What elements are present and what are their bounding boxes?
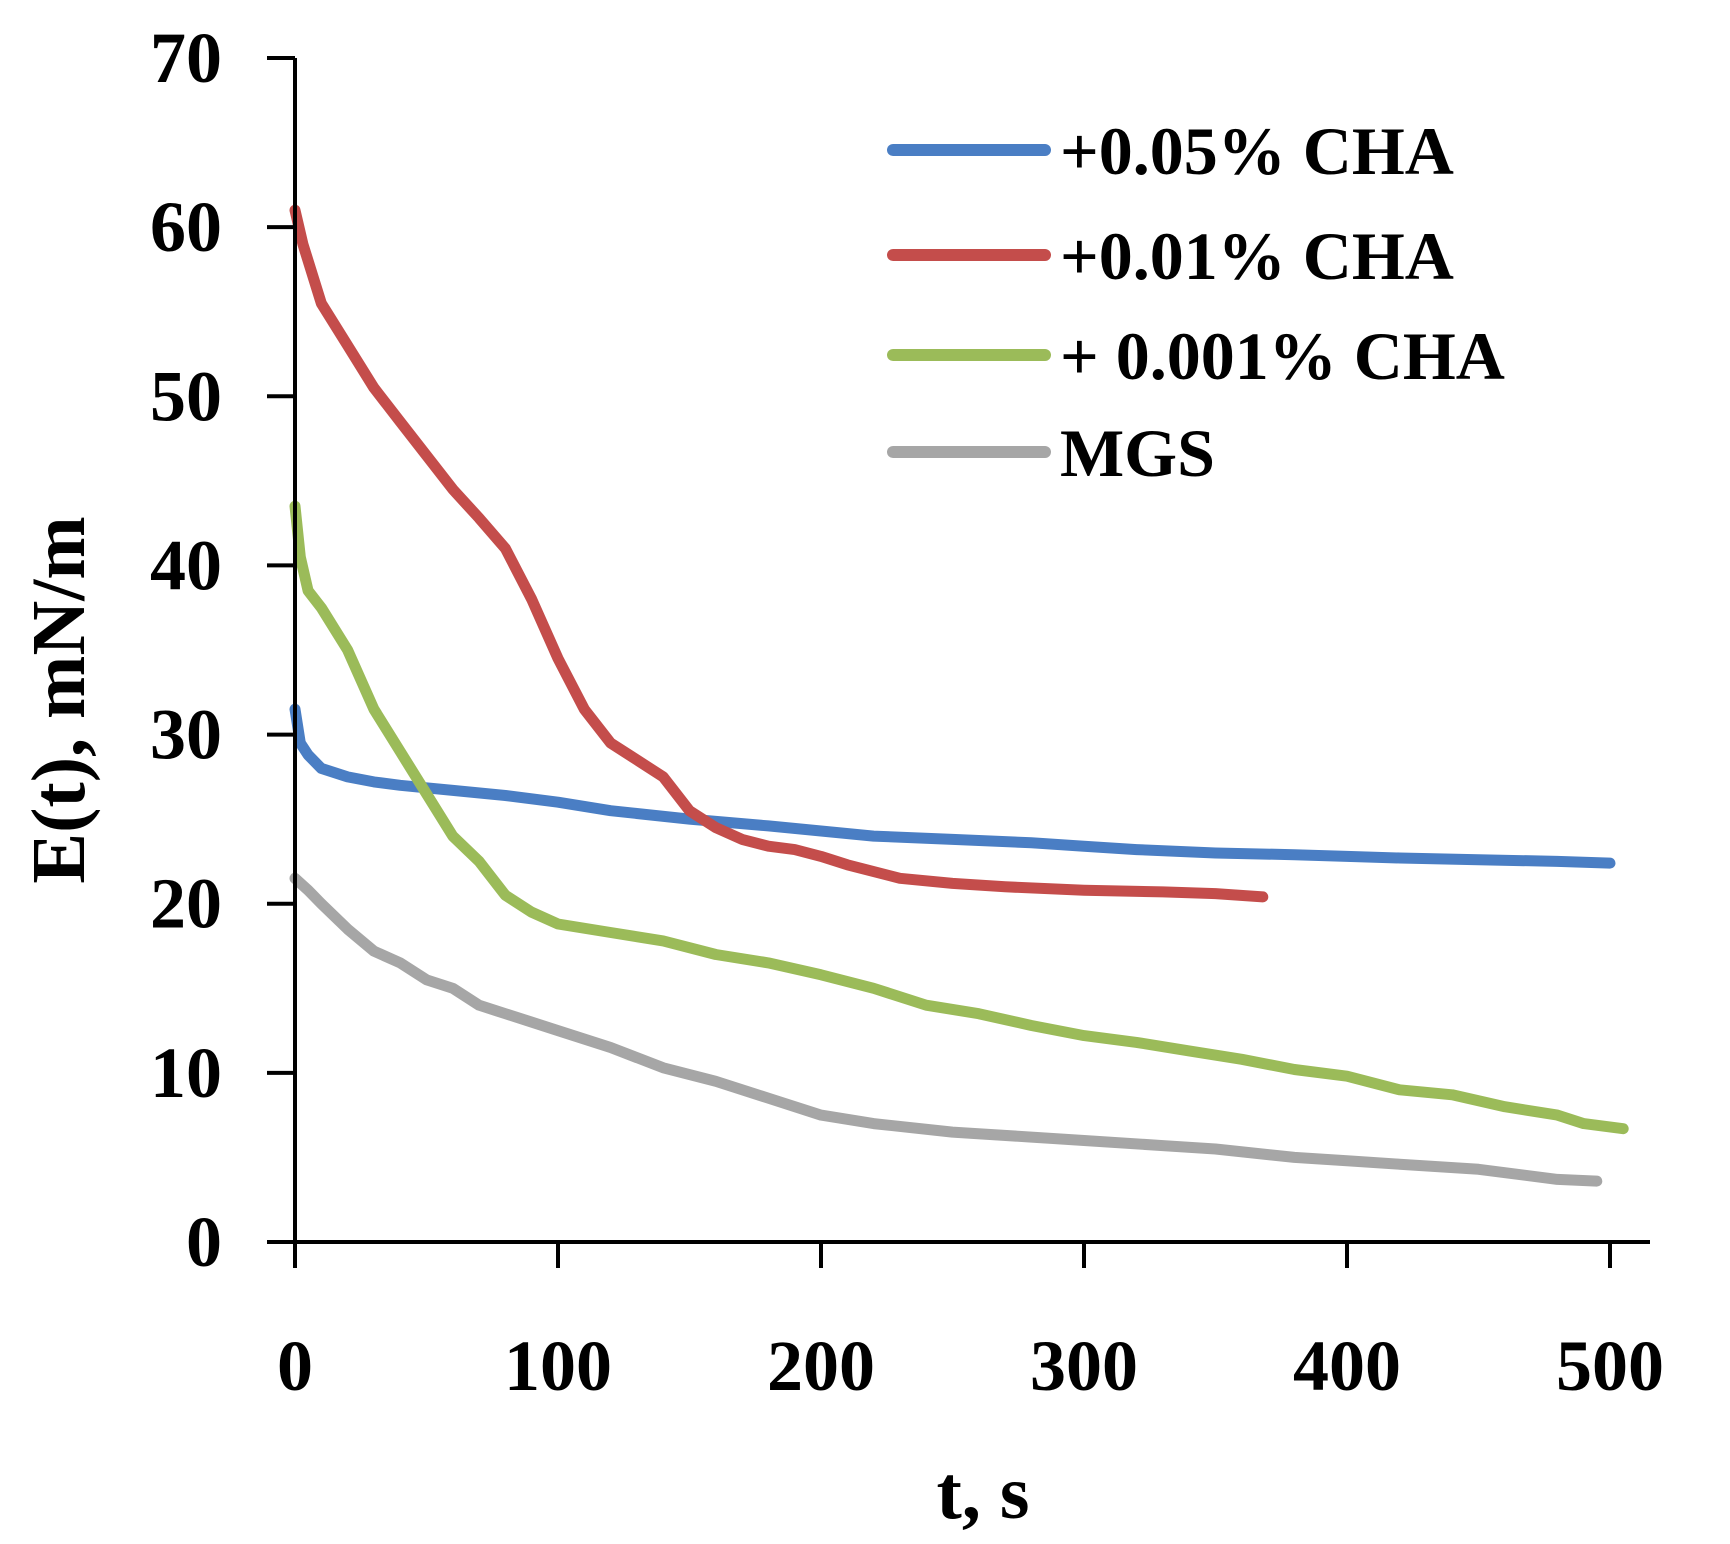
- x-tick-label: 500: [1556, 1326, 1664, 1406]
- y-tick-label: 20: [150, 864, 222, 944]
- x-tick-label: 200: [767, 1326, 875, 1406]
- series-line-2: [289, 204, 1269, 903]
- x-axis-label: t, s: [937, 1451, 1030, 1535]
- series-line-4: [289, 872, 1603, 1187]
- legend-label: MGS: [1060, 415, 1215, 491]
- legend-label: + 0.001% CHA: [1060, 318, 1505, 394]
- x-tick-label: 0: [277, 1326, 313, 1406]
- x-tick-label: 300: [1030, 1326, 1138, 1406]
- x-tick-label: 100: [504, 1326, 612, 1406]
- y-tick-label: 40: [150, 525, 222, 605]
- legend-label: +0.01% CHA: [1060, 218, 1454, 294]
- y-tick-label: 50: [150, 356, 222, 436]
- legend-item-1: +0.05% CHA: [887, 113, 1454, 189]
- legend-item-4: MGS: [887, 415, 1215, 491]
- x-tick-label: 400: [1293, 1326, 1401, 1406]
- y-tick-label: 0: [186, 1202, 222, 1282]
- legend-item-3: + 0.001% CHA: [887, 318, 1505, 394]
- y-tick-label: 10: [150, 1033, 222, 1113]
- y-tick-label: 70: [150, 18, 222, 98]
- legend-label: +0.05% CHA: [1060, 113, 1454, 189]
- series-line-1: [289, 703, 1616, 869]
- y-tick-label: 60: [150, 187, 222, 267]
- x-axis: 0 100 200 300 400 500: [267, 1240, 1664, 1406]
- series-line-3: [289, 500, 1629, 1135]
- y-tick-label: 30: [150, 695, 222, 775]
- legend-item-2: +0.01% CHA: [887, 218, 1454, 294]
- legend: +0.05% CHA +0.01% CHA + 0.001% CHA MGS: [887, 113, 1505, 491]
- y-axis: 0 10 20 30 40 50 60 70: [150, 18, 297, 1282]
- plot-area: [289, 204, 1629, 1187]
- y-axis-label: E(t), mN/m: [17, 516, 101, 883]
